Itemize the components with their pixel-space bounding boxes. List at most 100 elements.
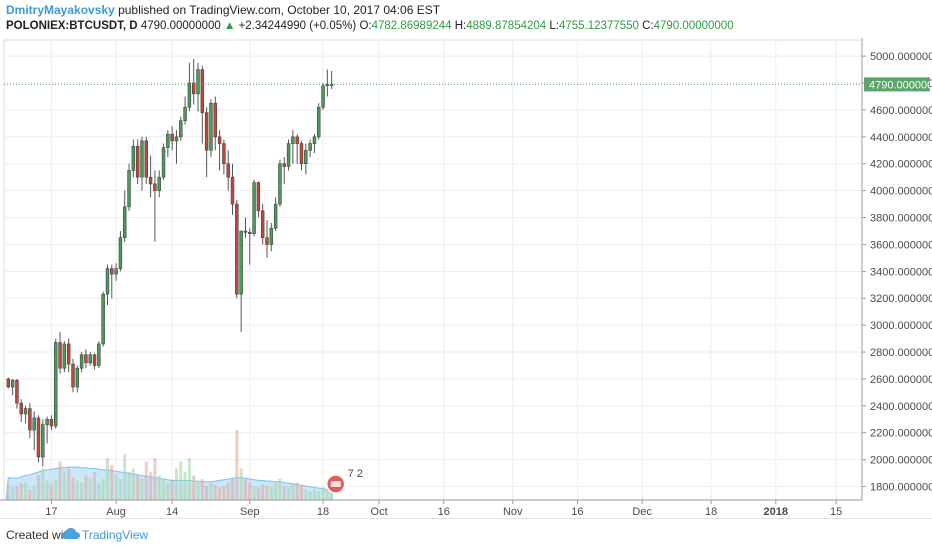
candle <box>191 58 196 105</box>
last-price-tag <box>864 77 930 92</box>
candle <box>217 130 222 171</box>
candle-body <box>304 149 308 165</box>
footer: Created with TradingView <box>0 518 932 551</box>
candle-body <box>308 143 312 151</box>
volume-bar <box>162 479 166 500</box>
volume-bar <box>11 487 15 500</box>
volume-bar <box>49 484 53 500</box>
candle <box>71 358 75 393</box>
volume-bar <box>265 486 269 500</box>
volume-bar <box>269 487 273 500</box>
candle <box>28 403 32 439</box>
candle <box>235 200 239 299</box>
y-tick-label: 2200.00000000 <box>870 428 932 440</box>
volume-bar <box>15 486 19 500</box>
candle <box>273 197 278 231</box>
volume-bar <box>136 475 140 500</box>
volume-bar <box>6 484 10 500</box>
candle <box>131 139 136 178</box>
price-axis[interactable]: 5000.000000004800.000000004600.000000004… <box>861 38 932 500</box>
chart-grid <box>3 39 863 501</box>
y-tick-label: 4600.00000000 <box>870 105 932 117</box>
candle <box>105 264 110 305</box>
volume-bar <box>36 475 41 500</box>
volume-bar <box>226 482 230 500</box>
candle-body <box>118 237 123 269</box>
event-badge[interactable]: 7 2 <box>325 468 363 494</box>
event-badge-count: 7 2 <box>348 468 363 480</box>
candle <box>260 204 265 245</box>
last-price: 4790.00000000 <box>140 20 221 32</box>
author-link[interactable]: DmitryMayakovsky <box>6 3 115 17</box>
candle-body <box>230 176 235 205</box>
tradingview-link[interactable]: TradingView <box>82 528 149 542</box>
candle <box>308 139 312 158</box>
volume-bar <box>166 482 170 500</box>
x-tick-label: 16 <box>571 506 583 518</box>
time-axis[interactable]: 17 Aug 14 Sep 18 Oct 16 Nov 16 Dec 18 2018 15 <box>0 499 862 518</box>
candle-body <box>213 102 217 138</box>
volume-bar <box>123 454 127 500</box>
candle-body <box>282 163 286 167</box>
y-tick-label: 2800.00000000 <box>870 347 932 359</box>
price-chart[interactable]: 5000.000000004800.000000004600.000000004… <box>0 38 932 518</box>
high-label: H: <box>454 20 467 32</box>
candle <box>239 230 243 332</box>
candle-body <box>209 102 213 151</box>
volume-bar <box>295 482 299 500</box>
candle-body <box>19 402 23 415</box>
candle-body <box>157 176 161 191</box>
candle <box>66 338 71 373</box>
volume-bar <box>80 482 84 500</box>
volume-bar <box>192 475 196 500</box>
volume-bar <box>196 482 200 500</box>
candle-body <box>183 106 187 122</box>
y-tick-label: 4400.00000000 <box>870 132 932 144</box>
candle <box>41 419 45 467</box>
x-tick-label: Aug <box>106 506 126 518</box>
candle <box>148 155 153 198</box>
symbol-label: POLONIEX:BTCUSDT, D <box>6 20 138 32</box>
candle-body <box>161 147 166 178</box>
volume-bar <box>330 493 334 500</box>
x-tick-label: 2018 <box>764 506 788 518</box>
candle-body <box>10 379 15 388</box>
volume-bar <box>114 475 118 500</box>
volume-bar <box>140 479 144 500</box>
candle-body <box>243 230 248 233</box>
candle-layer <box>6 58 334 467</box>
candle <box>291 130 295 164</box>
volume-bar <box>321 487 325 500</box>
volume-bar <box>110 465 114 500</box>
candle-body <box>226 163 230 178</box>
volume-bar <box>67 468 71 500</box>
candle <box>110 264 114 299</box>
candle <box>75 365 80 393</box>
candle <box>123 190 127 242</box>
y-tick-label: 3800.00000000 <box>870 213 932 225</box>
candle <box>62 341 67 373</box>
candle <box>101 291 105 347</box>
candle <box>10 378 15 396</box>
candle-body <box>15 379 19 404</box>
volume-bar <box>75 480 79 500</box>
candle-body <box>114 268 118 275</box>
candle-body <box>196 69 200 95</box>
volume-bar <box>144 461 148 500</box>
y-tick-label: 4000.00000000 <box>870 186 932 198</box>
x-tick-label: 16 <box>438 506 450 518</box>
volume-bar <box>274 482 278 500</box>
candle <box>49 415 54 431</box>
candle-body <box>135 145 140 178</box>
plot-frame <box>3 39 863 501</box>
candle <box>79 352 84 373</box>
candle-body <box>153 183 157 191</box>
volume-bar <box>41 468 45 500</box>
candle <box>286 139 291 171</box>
volume-bar <box>205 486 209 500</box>
candle <box>32 411 36 451</box>
volume-bar <box>312 489 316 500</box>
low-value: 4755.12377550 <box>558 20 639 32</box>
volume-bar <box>118 479 122 500</box>
candle <box>15 378 19 409</box>
